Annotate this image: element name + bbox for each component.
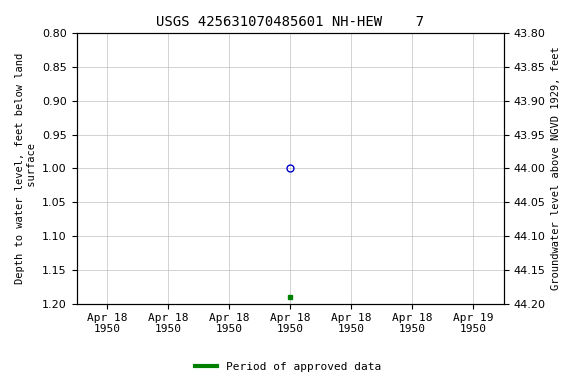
Legend: Period of approved data: Period of approved data <box>191 358 385 377</box>
Title: USGS 425631070485601 NH-HEW    7: USGS 425631070485601 NH-HEW 7 <box>156 15 424 29</box>
Y-axis label: Depth to water level, feet below land
 surface: Depth to water level, feet below land su… <box>15 53 37 284</box>
Y-axis label: Groundwater level above NGVD 1929, feet: Groundwater level above NGVD 1929, feet <box>551 46 561 290</box>
